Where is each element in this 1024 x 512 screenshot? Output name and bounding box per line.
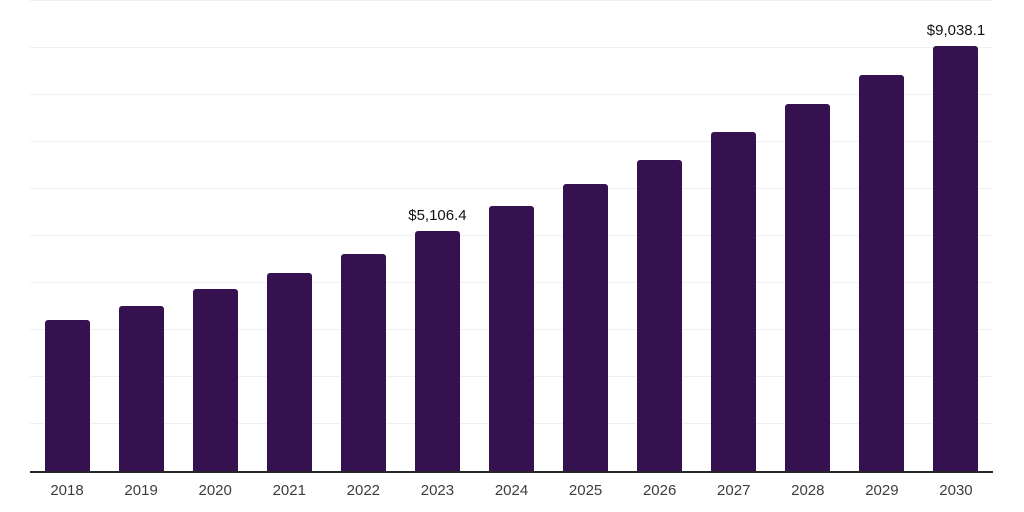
bar-column — [104, 1, 178, 471]
bar-2026 — [637, 159, 683, 471]
x-tick-label: 2021 — [272, 482, 306, 499]
gridline — [30, 141, 993, 142]
bar-2018 — [44, 320, 90, 471]
bar-column — [771, 1, 845, 471]
x-axis-labels: 2018 2019 2020 2021 2022 2023 2024 2025 2026 2027… — [30, 482, 993, 500]
bar-column — [474, 1, 548, 471]
x-tick-label: 2029 — [865, 482, 899, 499]
x-tick-label: 2030 — [939, 482, 973, 499]
gridline — [30, 188, 993, 189]
bar-column: $9,038.1 — [919, 1, 993, 471]
bar-2023 — [414, 231, 460, 471]
bar-value-label: $9,038.1 — [926, 22, 986, 40]
bar-column — [697, 1, 771, 471]
bar-column — [845, 1, 919, 471]
x-tick-label: 2022 — [346, 482, 381, 499]
bar-column: $5,106.4 — [400, 1, 474, 471]
x-axis-line — [30, 471, 993, 473]
plot-area: $5,106.4 $9,038.1 — [30, 0, 993, 473]
x-tick-label: 2018 — [50, 482, 84, 499]
bar-2030 — [933, 46, 979, 471]
bar-2027 — [711, 132, 757, 471]
x-tick-label: 2025 — [568, 482, 603, 499]
x-tick-label: 2019 — [124, 482, 158, 499]
x-tick-label: 2023 — [420, 482, 455, 499]
x-tick-label: 2026 — [642, 482, 677, 499]
x-tick-label: 2027 — [717, 482, 751, 499]
gridline — [30, 0, 993, 1]
bar-2022 — [340, 253, 386, 471]
bar-2028 — [785, 103, 831, 471]
bar-column — [30, 1, 104, 471]
bars-container: $5,106.4 $9,038.1 — [30, 1, 993, 471]
x-tick-label: 2024 — [494, 482, 529, 499]
x-tick-label: 2028 — [791, 482, 825, 499]
bar-column — [326, 1, 400, 471]
bar-column — [549, 1, 623, 471]
bar-2029 — [859, 74, 905, 471]
bar-2021 — [266, 273, 312, 471]
bar-2019 — [118, 306, 164, 471]
bar-2020 — [192, 289, 238, 471]
gridline — [30, 47, 993, 48]
x-tick-label: 2020 — [198, 482, 232, 499]
bar-value-label: $5,106.4 — [408, 207, 467, 224]
bar-column — [623, 1, 697, 471]
gridline — [30, 94, 993, 95]
bar-2025 — [563, 183, 609, 471]
bar-column — [178, 1, 252, 471]
bar-column — [252, 1, 326, 471]
bar-2024 — [489, 205, 534, 471]
